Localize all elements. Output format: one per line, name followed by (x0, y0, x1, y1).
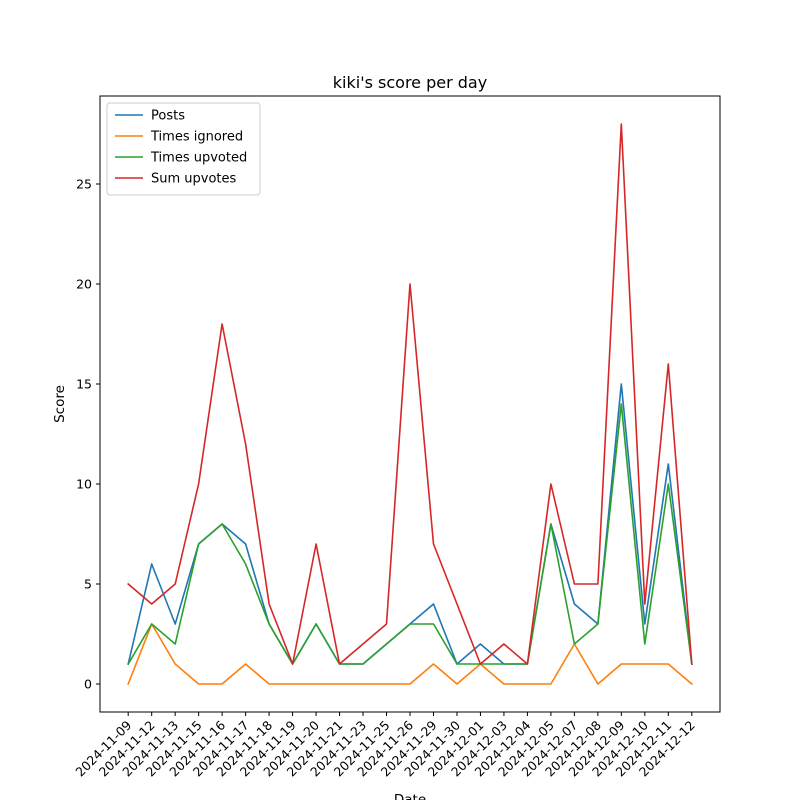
legend: Posts Times ignored Times upvoted Sum upvot… (106, 102, 261, 196)
series-line-1 (127, 623, 693, 686)
legend-label: Times ignored (150, 130, 243, 145)
y-axis: 0 5 10 15 20 25 (76, 177, 100, 692)
y-tick-label: 20 (76, 277, 92, 292)
series-line-3 (127, 123, 693, 665)
series-layer (127, 123, 693, 686)
chart-title: kiki's score per day (333, 73, 487, 92)
legend-label: Sum upvotes (151, 172, 237, 187)
y-tick-label: 0 (84, 677, 92, 692)
series-line-2 (127, 403, 693, 666)
y-tick-label: 15 (76, 377, 92, 392)
y-axis-title: Score (52, 385, 68, 423)
legend-label: Times upvoted (150, 151, 247, 166)
y-tick-label: 5 (84, 577, 92, 592)
y-tick-label: 10 (76, 477, 92, 492)
legend-box (106, 102, 261, 196)
legend-label: Posts (151, 109, 185, 124)
x-axis-title: Date (394, 792, 426, 800)
y-tick-label: 25 (76, 177, 92, 192)
